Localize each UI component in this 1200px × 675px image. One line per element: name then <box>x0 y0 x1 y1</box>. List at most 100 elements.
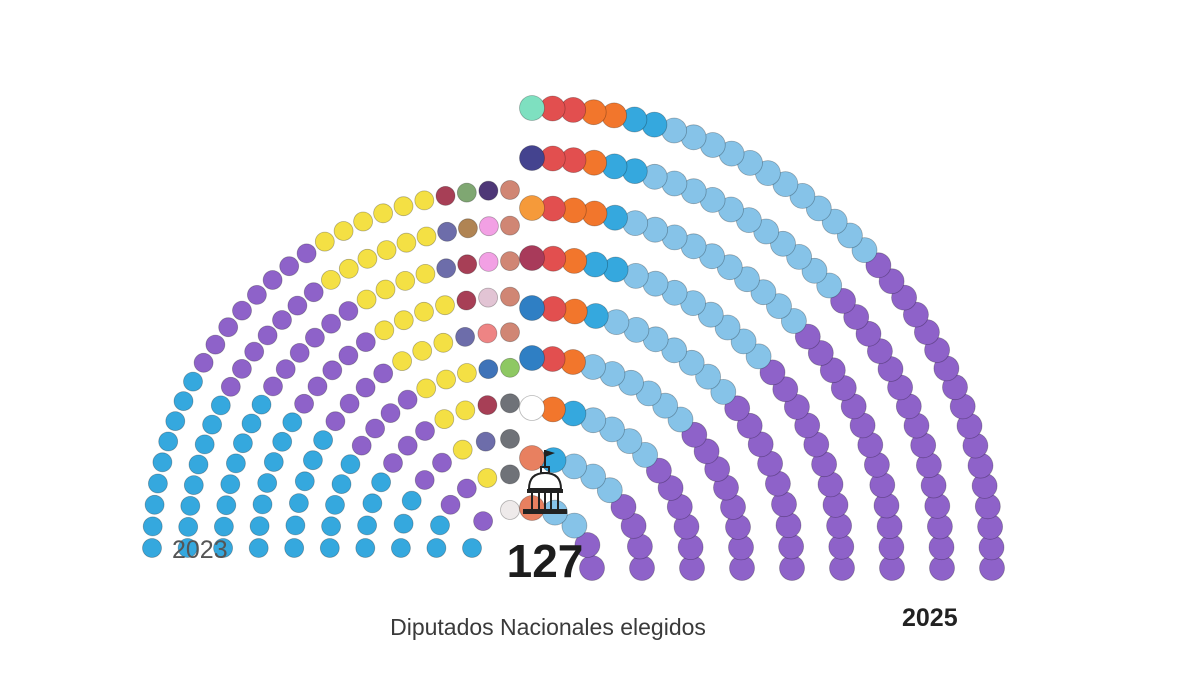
seat-2023 <box>375 279 396 300</box>
seat-2025 <box>519 345 545 371</box>
seat-2023 <box>390 538 411 558</box>
seat-2023 <box>414 301 434 322</box>
seat-2023 <box>304 327 325 348</box>
seat-2025 <box>695 363 721 390</box>
seat-2023 <box>355 538 376 558</box>
seat-2023 <box>473 511 494 531</box>
seat-2023 <box>456 363 477 383</box>
seat-2023 <box>393 196 414 217</box>
seat-2023 <box>478 287 499 308</box>
seat-2025 <box>519 95 545 121</box>
seat-2023 <box>218 317 239 338</box>
seat-2023 <box>216 495 237 516</box>
seat-2023 <box>320 269 341 290</box>
seat-2023 <box>272 310 292 330</box>
seat-2025 <box>629 555 655 581</box>
seat-2023 <box>355 332 376 353</box>
seat-2023 <box>426 538 447 558</box>
seat-2023 <box>288 493 309 514</box>
seat-2023 <box>210 395 231 416</box>
seat-2023 <box>436 258 457 279</box>
seat-2023 <box>213 516 234 537</box>
year-label-2025: 2025 <box>902 604 958 632</box>
seat-2023 <box>321 516 342 537</box>
seat-2023 <box>251 394 272 415</box>
seat-2023 <box>415 421 435 441</box>
seat-2023 <box>294 471 315 492</box>
seat-2023 <box>415 263 436 284</box>
seat-2023 <box>321 313 342 334</box>
seat-2023 <box>440 494 461 515</box>
seat-2023 <box>500 464 520 485</box>
seat-2023 <box>287 295 308 316</box>
seat-2023 <box>392 351 413 372</box>
seat-2023 <box>416 378 437 399</box>
seat-2023 <box>395 270 416 291</box>
seat-2023 <box>478 359 499 380</box>
seat-2023 <box>232 300 252 321</box>
seat-2023 <box>244 341 265 362</box>
seat-2023 <box>477 468 498 488</box>
seat-2023 <box>430 515 450 536</box>
seat-2023 <box>231 358 252 379</box>
seat-2023 <box>177 538 198 558</box>
seat-2025 <box>736 412 763 439</box>
seat-2023 <box>257 473 278 493</box>
seat-2023 <box>173 391 194 412</box>
seat-2023 <box>158 431 179 452</box>
seat-2023 <box>188 454 209 475</box>
seat-2023 <box>477 395 498 416</box>
seat-2023 <box>500 393 520 414</box>
seat-2023 <box>456 478 477 499</box>
seat-2023 <box>376 240 397 261</box>
seat-2023 <box>455 400 476 421</box>
seat-group-2023 <box>142 180 520 558</box>
seat-2023 <box>338 258 359 279</box>
seat-2023 <box>205 334 226 355</box>
seat-2023 <box>396 232 417 253</box>
seat-2023 <box>296 243 317 264</box>
seat-2023 <box>331 474 352 495</box>
seat-2023 <box>322 360 343 381</box>
seat-2025 <box>519 145 545 171</box>
seat-2023 <box>142 516 163 537</box>
seat-2023 <box>183 475 204 496</box>
seat-2025 <box>561 512 588 539</box>
seat-2023 <box>313 430 334 451</box>
seat-2023 <box>393 513 414 534</box>
seat-2023 <box>252 494 273 515</box>
seat-2023 <box>432 452 452 473</box>
seat-2023 <box>357 248 378 269</box>
seat-2023 <box>279 256 300 277</box>
seat-2023 <box>180 495 201 516</box>
seat-2023 <box>241 413 262 434</box>
seat-2023 <box>355 377 376 398</box>
chart-caption: Diputados Nacionales elegidos <box>390 614 706 640</box>
seat-2023 <box>374 320 395 341</box>
seat-2023 <box>147 473 168 494</box>
seat-2023 <box>475 431 496 452</box>
seat-2023 <box>302 450 323 471</box>
seat-2023 <box>412 340 433 361</box>
seat-2025 <box>678 349 705 376</box>
seat-2023 <box>248 538 269 558</box>
seat-2023 <box>500 215 520 236</box>
congress-building-icon <box>523 450 567 514</box>
seat-2023 <box>282 412 303 433</box>
seat-2023 <box>357 515 378 536</box>
seat-2023 <box>500 286 520 307</box>
seat-2023 <box>397 435 418 456</box>
seat-2023 <box>478 251 499 272</box>
seat-2025 <box>519 395 545 421</box>
seat-2023 <box>325 494 345 515</box>
seat-2023 <box>371 472 392 493</box>
seat-2023 <box>307 376 328 397</box>
seat-2023 <box>213 538 234 558</box>
seat-2023 <box>303 282 324 303</box>
seat-2025 <box>697 301 724 328</box>
seat-2023 <box>437 221 458 242</box>
seat-2023 <box>435 295 455 316</box>
seat-2023 <box>202 414 223 435</box>
